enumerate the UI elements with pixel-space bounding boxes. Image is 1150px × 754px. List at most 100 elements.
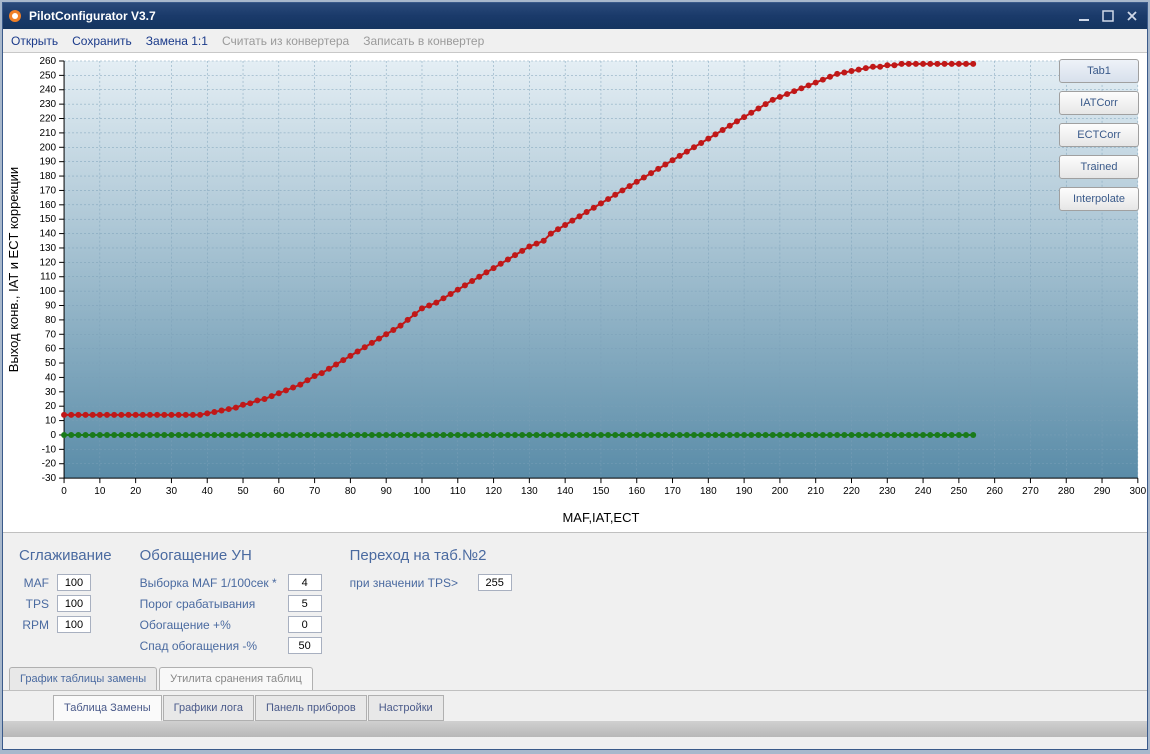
svg-text:-20: -20 bbox=[42, 459, 57, 470]
svg-text:150: 150 bbox=[39, 214, 56, 225]
subtab-util[interactable]: Утилита сранения таблиц bbox=[159, 667, 313, 690]
tab-dashboard[interactable]: Панель приборов bbox=[255, 695, 367, 721]
decay-input[interactable] bbox=[288, 637, 322, 654]
svg-text:20: 20 bbox=[130, 486, 142, 497]
svg-text:40: 40 bbox=[45, 372, 57, 383]
svg-text:120: 120 bbox=[39, 257, 56, 268]
app-icon bbox=[7, 8, 23, 24]
svg-text:110: 110 bbox=[450, 486, 466, 497]
tps-label: TPS bbox=[19, 597, 49, 611]
rpm-label: RPM bbox=[19, 618, 49, 632]
svg-text:100: 100 bbox=[39, 286, 56, 297]
svg-text:-30: -30 bbox=[42, 473, 57, 484]
sample-input[interactable] bbox=[288, 574, 322, 591]
svg-text:130: 130 bbox=[39, 243, 56, 254]
svg-text:100: 100 bbox=[414, 486, 431, 497]
svg-text:180: 180 bbox=[700, 486, 717, 497]
svg-text:Выход конв., IAT и ECT коррекц: Выход конв., IAT и ECT коррекции bbox=[6, 167, 21, 372]
svg-text:180: 180 bbox=[39, 171, 56, 182]
transition-group: Переход на таб.№2 при значении TPS> bbox=[350, 547, 512, 653]
tab1-button[interactable]: Tab1 bbox=[1059, 59, 1139, 83]
svg-text:230: 230 bbox=[39, 99, 56, 110]
svg-text:50: 50 bbox=[237, 486, 249, 497]
svg-text:270: 270 bbox=[1022, 486, 1039, 497]
svg-text:230: 230 bbox=[879, 486, 896, 497]
svg-text:260: 260 bbox=[39, 56, 56, 67]
window-title: PilotConfigurator V3.7 bbox=[29, 9, 156, 23]
svg-text:220: 220 bbox=[39, 114, 56, 125]
menu-save[interactable]: Сохранить bbox=[72, 34, 132, 48]
svg-text:190: 190 bbox=[39, 157, 56, 168]
chart-area: 0 10 20 30 40 50 60 70 80 90 100 110 120 130 140 150 160… bbox=[3, 53, 1147, 533]
close-button[interactable] bbox=[1121, 7, 1143, 25]
svg-text:210: 210 bbox=[39, 128, 56, 139]
svg-text:160: 160 bbox=[39, 200, 56, 211]
enrich-label: Обогащение +% bbox=[140, 618, 280, 632]
svg-text:140: 140 bbox=[39, 229, 56, 240]
subtab-graph[interactable]: График таблицы замены bbox=[9, 667, 157, 690]
tab-settings[interactable]: Настройки bbox=[368, 695, 444, 721]
menubar: Открыть Сохранить Замена 1:1 Считать из … bbox=[3, 29, 1147, 53]
svg-text:190: 190 bbox=[736, 486, 753, 497]
svg-text:250: 250 bbox=[39, 70, 56, 81]
tab-replace-table[interactable]: Таблица Замены bbox=[53, 695, 162, 721]
svg-text:10: 10 bbox=[94, 486, 106, 497]
maf-label: MAF bbox=[19, 576, 49, 590]
tps-input[interactable] bbox=[57, 595, 91, 612]
threshold-label: Порог срабатывания bbox=[140, 597, 280, 611]
maximize-button[interactable] bbox=[1097, 7, 1119, 25]
decay-label: Спад обогащения -% bbox=[140, 639, 280, 653]
iatcorr-button[interactable]: IATCorr bbox=[1059, 91, 1139, 115]
menu-read-converter[interactable]: Считать из конвертера bbox=[222, 34, 349, 48]
svg-text:290: 290 bbox=[1094, 486, 1111, 497]
svg-text:90: 90 bbox=[381, 486, 393, 497]
menu-open[interactable]: Открыть bbox=[11, 34, 58, 48]
svg-text:220: 220 bbox=[843, 486, 860, 497]
svg-text:280: 280 bbox=[1058, 486, 1075, 497]
svg-text:200: 200 bbox=[772, 486, 789, 497]
svg-text:50: 50 bbox=[45, 358, 57, 369]
svg-text:40: 40 bbox=[202, 486, 214, 497]
svg-text:210: 210 bbox=[807, 486, 824, 497]
svg-text:20: 20 bbox=[45, 401, 57, 412]
enrich-input[interactable] bbox=[288, 616, 322, 633]
svg-text:170: 170 bbox=[39, 185, 56, 196]
svg-text:150: 150 bbox=[593, 486, 610, 497]
transition-tps-label: при значении TPS> bbox=[350, 576, 470, 590]
menu-write-converter[interactable]: Записать в конвертер bbox=[363, 34, 484, 48]
smoothing-group: Сглаживание MAF TPS RPM bbox=[19, 547, 112, 653]
ectcorr-button[interactable]: ECTCorr bbox=[1059, 123, 1139, 147]
footer-strip bbox=[3, 721, 1147, 737]
svg-text:80: 80 bbox=[45, 315, 57, 326]
enrichment-title: Обогащение УН bbox=[140, 547, 322, 564]
svg-text:60: 60 bbox=[273, 486, 285, 497]
svg-text:140: 140 bbox=[557, 486, 574, 497]
menu-replace[interactable]: Замена 1:1 bbox=[146, 34, 208, 48]
minimize-button[interactable] bbox=[1073, 7, 1095, 25]
transition-title: Переход на таб.№2 bbox=[350, 547, 512, 564]
svg-text:70: 70 bbox=[45, 329, 57, 340]
svg-text:120: 120 bbox=[485, 486, 502, 497]
side-button-panel: Tab1 IATCorr ECTCorr Trained Interpolate bbox=[1059, 59, 1139, 211]
svg-text:0: 0 bbox=[51, 430, 57, 441]
chart-canvas: 0 10 20 30 40 50 60 70 80 90 100 110 120 130 140 150 160… bbox=[3, 53, 1147, 532]
bottom-tabs: Таблица Замены Графики лога Панель прибо… bbox=[3, 691, 1147, 721]
svg-text:110: 110 bbox=[40, 272, 56, 283]
svg-text:170: 170 bbox=[664, 486, 681, 497]
svg-text:240: 240 bbox=[39, 85, 56, 96]
maf-input[interactable] bbox=[57, 574, 91, 591]
app-window: PilotConfigurator V3.7 Открыть Сохранить… bbox=[2, 2, 1148, 750]
svg-text:90: 90 bbox=[45, 301, 57, 312]
svg-text:130: 130 bbox=[521, 486, 538, 497]
trained-button[interactable]: Trained bbox=[1059, 155, 1139, 179]
svg-text:30: 30 bbox=[45, 387, 57, 398]
threshold-input[interactable] bbox=[288, 595, 322, 612]
interpolate-button[interactable]: Interpolate bbox=[1059, 187, 1139, 211]
tab-log-graphs[interactable]: Графики лога bbox=[163, 695, 254, 721]
svg-text:60: 60 bbox=[45, 344, 57, 355]
rpm-input[interactable] bbox=[57, 616, 91, 633]
svg-text:160: 160 bbox=[628, 486, 645, 497]
transition-tps-input[interactable] bbox=[478, 574, 512, 591]
svg-text:10: 10 bbox=[45, 416, 57, 427]
svg-text:-10: -10 bbox=[42, 444, 57, 455]
